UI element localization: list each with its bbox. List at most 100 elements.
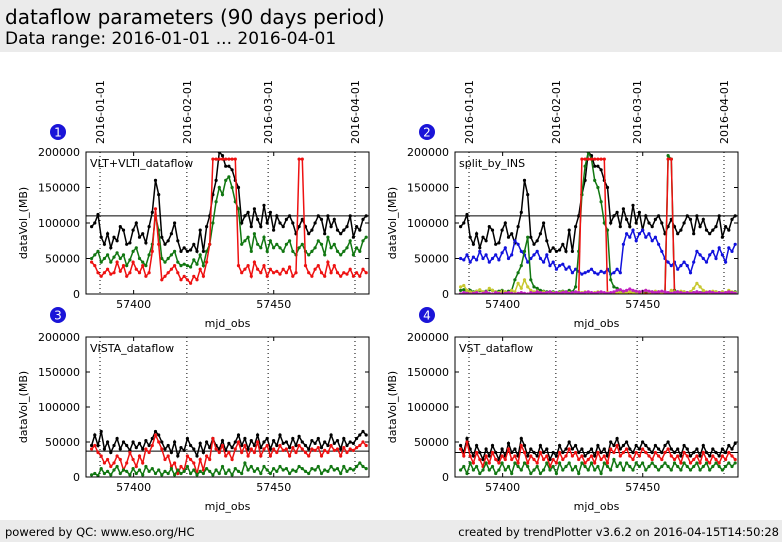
data-point	[323, 448, 327, 452]
data-point	[704, 260, 709, 264]
data-point	[727, 228, 731, 232]
data-point	[685, 447, 689, 451]
data-point	[99, 274, 103, 278]
data-point	[99, 454, 103, 458]
data-point	[284, 217, 288, 221]
data-point	[319, 271, 324, 275]
data-point	[494, 242, 498, 246]
data-point	[551, 457, 555, 462]
data-point	[653, 464, 658, 469]
data-point	[150, 210, 154, 214]
data-point	[303, 443, 308, 448]
data-point	[494, 471, 498, 476]
footer: powered by QC: www.eso.org/HC created by…	[0, 520, 782, 542]
data-point	[695, 281, 699, 285]
data-point	[106, 469, 110, 473]
data-point	[637, 232, 642, 236]
data-point	[246, 468, 250, 472]
data-point	[163, 274, 167, 278]
x-tick-label: 57450	[256, 298, 291, 311]
data-point	[459, 443, 463, 448]
data-point	[278, 433, 282, 437]
data-point	[679, 468, 683, 472]
data-point	[462, 291, 466, 294]
data-point	[625, 232, 629, 236]
data-point	[153, 178, 158, 182]
data-point	[724, 457, 728, 462]
data-point	[529, 454, 533, 458]
data-point	[227, 441, 231, 445]
data-point	[288, 265, 292, 269]
data-point	[574, 464, 578, 469]
data-point	[717, 214, 721, 218]
data-point	[249, 274, 253, 278]
data-point	[112, 468, 116, 472]
data-point	[361, 464, 365, 469]
data-point	[701, 256, 705, 261]
data-point	[211, 221, 215, 225]
data-point	[526, 285, 530, 289]
data-point	[96, 450, 100, 455]
data-point	[249, 447, 253, 451]
data-point	[109, 473, 113, 477]
data-point	[160, 235, 164, 239]
data-point	[284, 271, 288, 275]
panel-badge-number: 2	[423, 126, 431, 140]
data-point	[192, 461, 196, 465]
data-point	[198, 457, 202, 462]
data-point	[462, 283, 466, 288]
data-point	[583, 157, 587, 161]
data-point	[300, 467, 304, 471]
data-point	[125, 461, 129, 465]
data-point	[205, 260, 209, 264]
data-point	[698, 291, 702, 294]
data-point	[698, 285, 702, 289]
data-point	[513, 278, 517, 282]
panel-title: VISTA_dataflow	[90, 342, 174, 355]
data-point	[637, 210, 642, 214]
data-point	[351, 448, 355, 452]
data-point	[612, 285, 616, 289]
data-point	[609, 221, 613, 225]
data-point	[701, 450, 705, 455]
data-point	[596, 185, 600, 190]
data-point	[316, 436, 320, 441]
data-point	[506, 291, 511, 294]
data-point	[596, 164, 600, 168]
data-point	[240, 221, 244, 225]
data-point	[615, 210, 619, 214]
data-point	[526, 454, 530, 458]
data-point	[112, 255, 116, 259]
data-point	[252, 450, 256, 455]
data-point	[551, 450, 555, 455]
data-point	[465, 288, 469, 292]
data-point	[487, 454, 491, 458]
data-point	[724, 291, 728, 294]
data-point	[310, 249, 314, 253]
data-point	[538, 288, 543, 292]
data-point	[468, 461, 472, 465]
data-point	[605, 461, 610, 465]
data-point	[166, 443, 170, 448]
data-point	[182, 246, 186, 250]
data-point	[503, 468, 507, 472]
data-point	[243, 267, 247, 271]
data-point	[131, 440, 135, 444]
data-point	[538, 450, 543, 455]
data-point	[297, 434, 301, 438]
data-point	[259, 471, 263, 476]
data-point	[580, 157, 584, 161]
data-point	[564, 447, 568, 451]
data-point	[163, 457, 167, 462]
data-point	[236, 185, 241, 190]
data-point	[490, 256, 495, 261]
data-point	[265, 249, 269, 253]
data-point	[323, 253, 327, 257]
data-point	[189, 443, 193, 448]
data-point	[666, 447, 670, 451]
data-point	[685, 454, 689, 458]
panel-badge-number: 4	[423, 309, 431, 323]
data-point	[189, 471, 193, 476]
data-point	[173, 440, 177, 444]
x-tick-label: 57400	[485, 481, 520, 494]
